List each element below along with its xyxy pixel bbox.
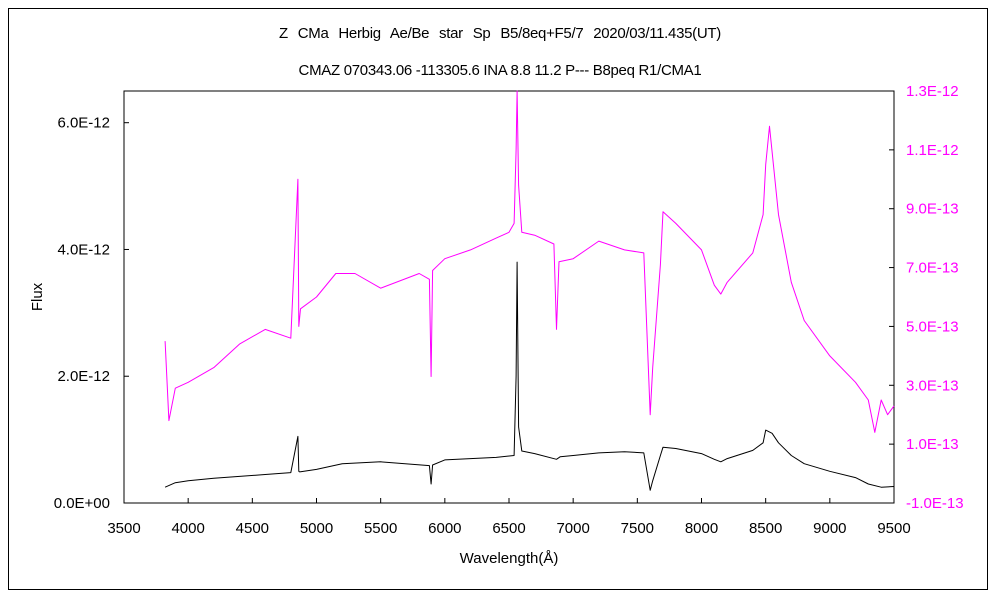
left-y-tick-label: 2.0E-12 (57, 368, 110, 385)
left-y-tick-label: 0.0E+00 (54, 495, 110, 512)
series-layer (164, 90, 895, 491)
chart-frame (8, 8, 988, 590)
chart-title: Z CMa Herbig Ae/Be star Sp B5/8eq+F5/7 2… (279, 25, 721, 42)
x-axis-ticks: 3500 4000 4500 5000 5500 6000 6500 7000 7500 8000… (107, 498, 911, 537)
right-y-tick-label: 9.0E-13 (906, 201, 959, 218)
right-y-tick-label: 3.0E-13 (906, 377, 959, 394)
series-line-black (164, 261, 895, 491)
x-tick-label: 9500 (877, 520, 910, 537)
series-line-magenta (164, 90, 895, 433)
x-tick-label: 8000 (685, 520, 718, 537)
right-y-tick-label: 7.0E-13 (906, 260, 959, 277)
x-tick-label: 3500 (107, 520, 140, 537)
x-tick-label: 7500 (621, 520, 654, 537)
x-axis-label: Wavelength(Å) (460, 550, 559, 567)
plot-area-border (123, 90, 895, 504)
x-tick-label: 5000 (300, 520, 333, 537)
right-y-tick-label: 1.3E-12 (906, 83, 959, 100)
x-tick-label: 8500 (749, 520, 782, 537)
left-y-axis-ticks: 0.0E+00 2.0E-12 4.0E-12 6.0E-12 (54, 115, 129, 512)
chart-subtitle: CMAZ 070343.06 -113305.6 INA 8.8 11.2 P-… (298, 62, 702, 79)
right-y-tick-label: -1.0E-13 (906, 495, 964, 512)
x-tick-label: 7000 (556, 520, 589, 537)
x-tick-label: 4500 (236, 520, 269, 537)
right-y-tick-label: 1.0E-13 (906, 436, 959, 453)
y-axis-label: Flux (29, 282, 46, 311)
x-tick-label: 5500 (364, 520, 397, 537)
right-y-axis-ticks: 1.3E-12 1.1E-12 9.0E-13 7.0E-13 5.0E-13 3.0E-… (889, 83, 964, 512)
right-y-tick-label: 1.1E-12 (906, 142, 959, 159)
x-tick-label: 6500 (492, 520, 525, 537)
x-tick-label: 9000 (813, 520, 846, 537)
left-y-tick-label: 6.0E-12 (57, 115, 110, 132)
right-y-tick-label: 5.0E-13 (906, 318, 959, 335)
x-tick-label: 4000 (171, 520, 204, 537)
left-y-tick-label: 4.0E-12 (57, 241, 110, 258)
x-tick-label: 6000 (428, 520, 461, 537)
